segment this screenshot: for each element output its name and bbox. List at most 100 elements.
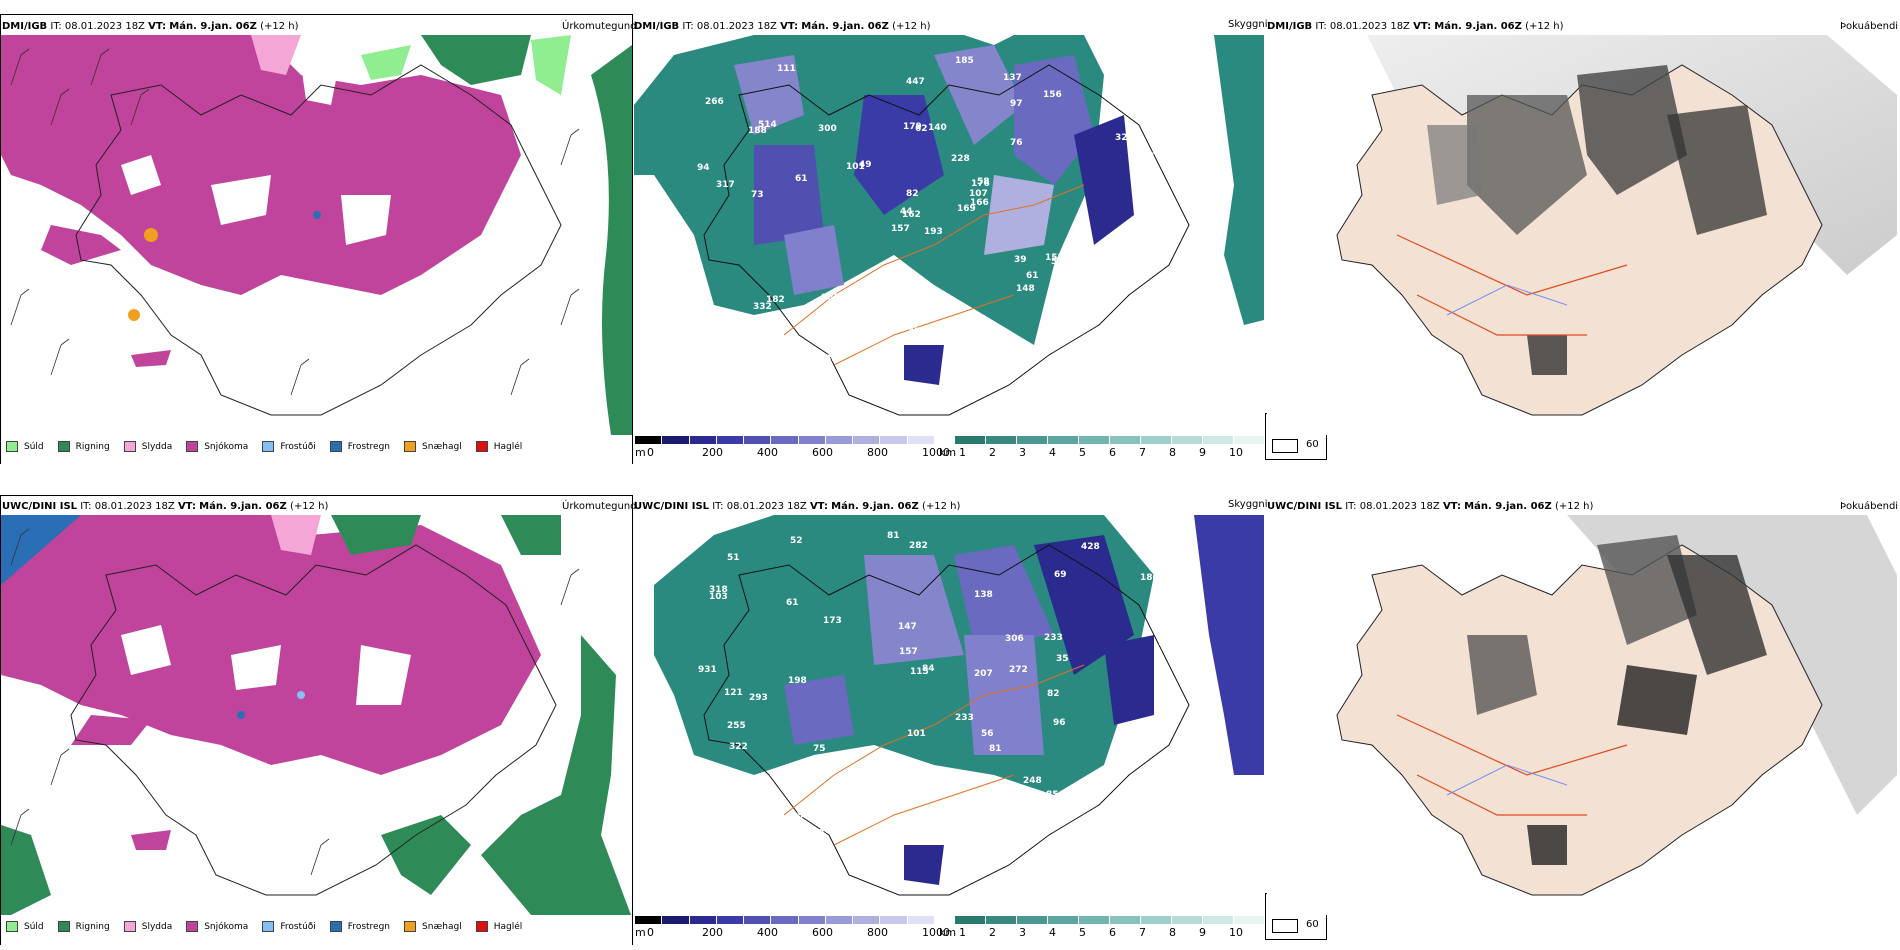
height-label: 52: [790, 536, 803, 546]
height-label: 132: [819, 354, 838, 364]
height-label: 173: [823, 616, 842, 626]
height-label: 207: [974, 669, 993, 679]
height-label: 127: [1158, 638, 1177, 648]
height-bar-swatch: [744, 436, 772, 444]
height-label: 300: [818, 124, 837, 134]
vis-bar-swatch: [1017, 436, 1048, 444]
height-label: 61: [1026, 271, 1039, 281]
legend-item-snaehagl: Snæhagl: [404, 441, 462, 452]
height-bar-swatch: [798, 436, 826, 444]
height-tick: 400: [757, 926, 778, 939]
height-label: 306: [1005, 634, 1024, 644]
model-name: DMI/IGB: [1267, 21, 1313, 32]
legend-label: Súld: [24, 441, 44, 452]
legend-item-rigning: Rigning: [57, 921, 110, 932]
row2-vis-bar: [955, 916, 1265, 924]
row1-cloud-title: DMI/IGB IT: 08.01.2023 18Z VT: Mán. 9.ja…: [634, 21, 931, 32]
legend-swatch: [186, 921, 199, 932]
height-label: 185: [955, 56, 974, 66]
vis-bar-swatch: [955, 916, 986, 924]
it-label: IT:: [712, 501, 724, 512]
legend-swatch: [123, 921, 136, 932]
height-tick: 1000: [922, 446, 950, 459]
height-label: 188: [748, 126, 767, 136]
height-tick: 200: [702, 926, 723, 939]
legend-label: Frostúði: [280, 921, 316, 932]
height-label: 235: [697, 790, 716, 800]
height-bar-swatch: [716, 916, 745, 924]
vis-bar-swatch: [1048, 916, 1079, 924]
height-label: 93: [1097, 358, 1110, 368]
legend-swatch: [404, 441, 417, 452]
height-label: 107: [969, 189, 988, 199]
height-label: 97: [1010, 99, 1023, 109]
height-label: 514: [758, 120, 777, 130]
vis-bar-swatch: [1141, 916, 1172, 924]
height-bar-swatch: [771, 436, 799, 444]
row1-precip-title: DMI/IGB IT: 08.01.2023 18Z VT: Mán. 9.ja…: [2, 21, 299, 32]
legend-swatch: [475, 441, 488, 452]
legend-label: Frostregn: [347, 441, 391, 452]
height-label: 308: [818, 826, 837, 836]
height-bar-swatch: [662, 916, 690, 924]
height-label: 217: [1062, 847, 1081, 857]
legend-swatch: [6, 921, 18, 932]
legend-item-sudd: Súld: [6, 921, 44, 932]
vis-bar-swatch: [1017, 916, 1048, 924]
vt-label: VT:: [1442, 501, 1461, 512]
height-label: 293: [749, 693, 768, 703]
height-label: 39: [1014, 255, 1027, 265]
height-label: 166: [970, 198, 989, 208]
height-label: 35: [1056, 654, 1069, 664]
vis-bar-swatch: [986, 916, 1017, 924]
vt-label: VT:: [809, 501, 828, 512]
row2-vis-ticks: km 1 2 3 4 5 6 7 8 9 10: [939, 926, 1265, 940]
fog-label-60: 60: [1306, 919, 1319, 930]
vis-tick: 1: [959, 446, 966, 459]
legend-item-frostudi: Frostúði: [262, 921, 316, 932]
height-label: 332: [753, 302, 772, 312]
vis-tick: 8: [1169, 926, 1176, 939]
legend-item-haglel: Haglél: [475, 921, 522, 932]
legend-label: Frostregn: [347, 921, 391, 932]
vt-label: VT:: [148, 21, 167, 32]
lead-time: (+12 h): [1525, 21, 1564, 32]
height-label: 447: [906, 77, 925, 87]
height-label: 182: [1135, 358, 1154, 368]
row2-precip-panel: [0, 495, 633, 945]
row1-precip-legend: Súld Rigning Slydda Snjókoma Frostúði Fr…: [6, 441, 536, 452]
height-label: 81: [887, 531, 900, 541]
height-label: 156: [1043, 90, 1062, 100]
row2-cloud-title: UWC/DINI ISL IT: 08.01.2023 18Z VT: Mán.…: [634, 501, 960, 512]
row2-height-bar: [635, 916, 935, 924]
height-label: 428: [1081, 542, 1100, 552]
row1-fog-label: Þokuábendi: [1840, 21, 1899, 32]
height-label: 84: [922, 664, 935, 674]
height-label: 182: [766, 295, 785, 305]
vt-value: Mán. 9.jan. 06Z: [831, 501, 919, 512]
height-label: 115: [910, 667, 929, 677]
height-label: 157: [899, 647, 918, 657]
legend-label: Snjókoma: [204, 921, 249, 932]
height-bar-swatch: [662, 436, 690, 444]
it-value: 08.01.2023 18Z: [64, 21, 145, 32]
height-label: 167: [879, 804, 898, 814]
height-label: 269: [945, 775, 964, 785]
vt-value: Mán. 9.jan. 06Z: [1464, 501, 1552, 512]
vis-tick: 9: [1199, 926, 1206, 939]
vis-tick: 7: [1139, 926, 1146, 939]
legend-label: Rigning: [75, 921, 110, 932]
vis-bar-swatch: [1203, 916, 1234, 924]
legend-label: Snæhagl: [422, 441, 462, 452]
height-label: 228: [763, 831, 782, 841]
vis-tick: 5: [1079, 926, 1086, 939]
height-label: 63: [731, 344, 744, 354]
height-bar-swatch: [907, 916, 935, 924]
it-value: 08.01.2023 18Z: [1329, 21, 1410, 32]
row2-height-ticks: m 0 200 400 600 800 1000: [635, 926, 955, 940]
height-tick: 200: [702, 446, 723, 459]
height-bar-swatch: [880, 916, 908, 924]
precip-frame: [0, 14, 633, 464]
vis-tick: 3: [1019, 926, 1026, 939]
vis-unit: km: [939, 926, 957, 939]
